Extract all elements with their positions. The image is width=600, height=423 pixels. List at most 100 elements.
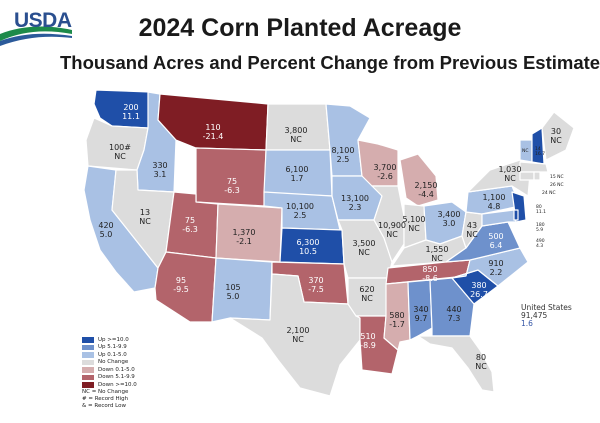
- nv-change: NC: [139, 217, 151, 226]
- us-total: United States 91,475 1.6: [521, 304, 572, 328]
- logo-text: USDA: [14, 9, 72, 32]
- wa-change: 11.1: [122, 112, 140, 121]
- map-title: 2024 Corn Planted Acreage: [138, 14, 462, 42]
- mt-value: 110: [205, 123, 220, 132]
- ne-small-5-change: 4.3: [536, 243, 543, 249]
- nd-value: 3,800: [285, 126, 308, 135]
- usda-logo: USDA: [0, 0, 80, 50]
- svg-text:510-8.9: 510 -8.9: [360, 332, 376, 350]
- la-value: 510: [360, 332, 375, 341]
- nm-value: 105: [225, 283, 240, 292]
- svg-text:24 NC: 24 NC: [542, 190, 556, 196]
- ca-value: 420: [98, 221, 113, 230]
- wi-value: 3,700: [374, 163, 397, 172]
- mi-change: -4.4: [418, 190, 434, 199]
- svg-text:100#NC: 100# NC: [109, 143, 131, 161]
- ca-change: 5.0: [100, 230, 113, 239]
- tn-change: -8.6: [422, 274, 438, 283]
- legend-item: Down 0.1-5.0: [82, 366, 137, 374]
- az-value: 95: [176, 276, 186, 285]
- legend-item: Up >=10.0: [82, 336, 137, 344]
- ne-small-0-change: NC: [557, 174, 564, 180]
- us-total-value: 91,475: [521, 311, 548, 320]
- ne-small-2-value: 24: [542, 190, 548, 196]
- nc-change: 2.2: [490, 268, 503, 277]
- state-al: [407, 279, 433, 341]
- ga-value: 440: [446, 305, 461, 314]
- legend-item: Up 0.1-5.0: [82, 351, 137, 359]
- ky-change: NC: [431, 254, 443, 263]
- co-value: 1,370: [233, 228, 256, 237]
- ga-change: 7.3: [448, 314, 461, 323]
- ks-value: 6,300: [297, 238, 320, 247]
- pa-change: 4.8: [488, 202, 501, 211]
- svg-text:75-6.3: 75 -6.3: [224, 177, 240, 195]
- legend-note: & = Record Low: [82, 402, 126, 409]
- state-tx: [229, 273, 361, 397]
- svg-text:75-6.3: 75 -6.3: [182, 216, 198, 234]
- or-change: NC: [114, 152, 126, 161]
- oh-value: 3,400: [438, 210, 461, 219]
- svg-text:3,700-2.6: 3,700 -2.6: [374, 163, 397, 181]
- svg-text:580-1.7: 580 -1.7: [389, 311, 405, 329]
- svg-text:15 NC: 15 NC: [550, 174, 564, 180]
- va-change: 6.4: [490, 241, 503, 250]
- legend-swatch: [82, 359, 94, 365]
- al-value: 340: [413, 305, 428, 314]
- legend-swatch: [82, 337, 94, 343]
- wy-value: 75: [227, 177, 237, 186]
- ok-change: -7.5: [308, 285, 324, 294]
- wv-change: NC: [466, 230, 478, 239]
- me-change: NC: [550, 136, 562, 145]
- oh-change: 3.0: [443, 219, 456, 228]
- state-ma: [519, 161, 549, 173]
- ne-small-4-change: 5.9: [536, 227, 543, 233]
- co-change: -2.1: [236, 237, 252, 246]
- mo-change: NC: [358, 248, 370, 257]
- vt-value: NC: [522, 148, 529, 154]
- legend-swatch: [82, 382, 94, 388]
- mo-value: 3,500: [353, 239, 376, 248]
- nh-change: 16.7: [535, 151, 545, 157]
- id-value: 330: [152, 161, 167, 170]
- la-change: -8.9: [360, 341, 376, 350]
- ne-small-3-value: 80: [536, 204, 542, 210]
- state-nc: [451, 247, 529, 287]
- legend-note: NC = No Change: [82, 388, 129, 395]
- ny-value: 1,030: [499, 165, 522, 174]
- ok-value: 370: [308, 276, 323, 285]
- ut-value: 75: [185, 216, 195, 225]
- sc-value: 380: [471, 281, 486, 290]
- va-value: 500: [488, 232, 503, 241]
- mt-change: -21.4: [203, 132, 224, 141]
- legend-note: # = Record High: [82, 395, 129, 402]
- ky-value: 1,550: [426, 245, 449, 254]
- state-ct: [519, 171, 535, 181]
- id-change: 3.1: [154, 170, 167, 179]
- fl-change: NC: [475, 362, 487, 371]
- state-mi: [399, 153, 439, 207]
- ia-change: 2.3: [349, 203, 362, 212]
- legend-item: Down 5.1-9.9: [82, 374, 137, 382]
- ne-change: 2.5: [294, 211, 307, 220]
- wa-value: 200: [123, 103, 138, 112]
